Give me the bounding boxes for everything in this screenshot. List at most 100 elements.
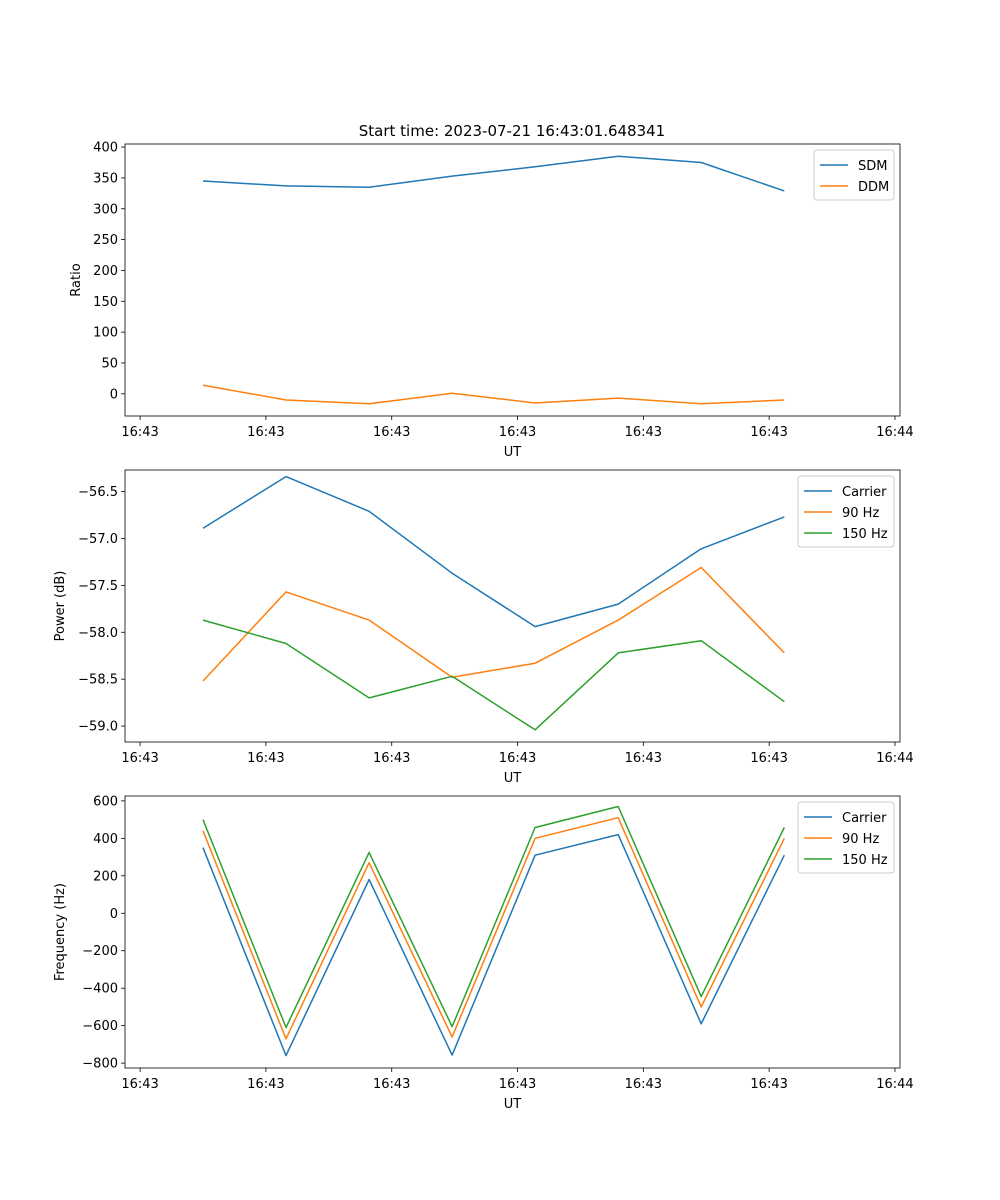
data-point-ddm xyxy=(283,397,289,403)
x-tick-label: 16:43 xyxy=(121,751,158,766)
data-point-ddm xyxy=(698,401,704,407)
series-line-150-hz xyxy=(202,805,785,1029)
x-axis-label: UT xyxy=(504,1097,522,1112)
data-point-carrier xyxy=(698,546,704,552)
data-point-150-hz xyxy=(200,817,206,823)
data-point-sdm xyxy=(698,160,704,166)
series-line-150-hz xyxy=(202,619,785,731)
x-tick-label: 16:43 xyxy=(750,425,787,440)
legend-box xyxy=(797,475,895,548)
legend-label-150-hz: 150 Hz xyxy=(842,527,888,542)
data-point-carrier xyxy=(200,845,206,851)
data-point-90-hz xyxy=(615,617,621,623)
x-tick-label: 16:44 xyxy=(876,751,913,766)
data-point-90-hz xyxy=(781,650,787,656)
data-point-carrier xyxy=(283,1053,289,1059)
data-point-150-hz xyxy=(366,695,372,701)
legend-label-150-hz: 150 Hz xyxy=(842,853,888,868)
legend-label-carrier: Carrier xyxy=(842,485,887,500)
x-axis-label: UT xyxy=(504,771,522,786)
y-tick-label: −58.0 xyxy=(78,626,118,641)
legend-label-90-hz: 90 Hz xyxy=(842,506,879,521)
x-tick-label: 16:44 xyxy=(876,425,913,440)
legend: Carrier 90 Hz 150 Hz xyxy=(797,801,895,874)
data-point-150-hz xyxy=(781,699,787,705)
y-tick-label: −600 xyxy=(82,1019,118,1034)
data-point-carrier xyxy=(532,852,538,858)
y-tick-label: −57.0 xyxy=(78,532,118,547)
x-tick-label: 16:44 xyxy=(876,1077,913,1092)
y-tick-label: −800 xyxy=(82,1057,118,1072)
y-tick-label: 50 xyxy=(101,356,118,371)
data-point-carrier xyxy=(532,624,538,630)
y-axis-label: Frequency (Hz) xyxy=(53,883,68,981)
data-point-sdm xyxy=(532,164,538,170)
y-tick-label: 300 xyxy=(93,202,118,217)
x-tick-label: 16:43 xyxy=(247,751,284,766)
data-point-carrier xyxy=(615,601,621,607)
data-point-sdm xyxy=(781,188,787,194)
x-tick-label: 16:43 xyxy=(750,1077,787,1092)
y-tick-label: 350 xyxy=(93,171,118,186)
y-tick-label: 150 xyxy=(93,295,118,310)
data-point-carrier xyxy=(449,570,455,576)
data-point-carrier xyxy=(200,525,206,531)
x-tick-label: 16:43 xyxy=(499,425,536,440)
y-axis-label: Power (dB) xyxy=(53,571,68,642)
data-point-ddm xyxy=(615,395,621,401)
data-point-ddm xyxy=(449,390,455,396)
legend-box xyxy=(813,149,895,201)
figure-title: Start time: 2023-07-21 16:43:01.648341 xyxy=(359,122,665,140)
legend-label-ddm: DDM xyxy=(858,180,889,195)
data-point-150-hz xyxy=(283,641,289,647)
y-tick-label: 250 xyxy=(93,233,118,248)
y-tick-label: 0 xyxy=(110,387,118,402)
x-tick-label: 16:43 xyxy=(373,1077,410,1092)
series-line-sdm xyxy=(202,155,785,192)
data-point-150-hz xyxy=(283,1025,289,1031)
series-line-ddm xyxy=(202,384,785,405)
data-point-carrier xyxy=(615,832,621,838)
data-point-150-hz xyxy=(449,1024,455,1030)
legend-label-90-hz: 90 Hz xyxy=(842,832,879,847)
y-axis-label: Ratio xyxy=(69,263,84,296)
data-point-90-hz xyxy=(283,1036,289,1042)
x-axis-label: UT xyxy=(504,445,522,460)
legend: SDM DDM xyxy=(813,149,895,201)
data-point-carrier xyxy=(283,474,289,480)
legend-label-sdm: SDM xyxy=(858,159,887,174)
data-point-carrier xyxy=(366,508,372,514)
data-point-150-hz xyxy=(200,617,206,623)
data-point-sdm xyxy=(366,184,372,190)
x-tick-label: 16:43 xyxy=(247,425,284,440)
data-point-ddm xyxy=(532,400,538,406)
data-point-carrier xyxy=(698,1021,704,1027)
data-point-ddm xyxy=(366,401,372,407)
data-point-sdm xyxy=(449,173,455,179)
y-tick-label: −200 xyxy=(82,944,118,959)
data-point-sdm xyxy=(283,183,289,189)
data-point-sdm xyxy=(200,178,206,184)
data-point-carrier xyxy=(781,852,787,858)
data-point-90-hz xyxy=(698,1004,704,1010)
x-tick-label: 16:43 xyxy=(499,1077,536,1092)
plot-frame xyxy=(124,469,901,743)
y-tick-label: −58.5 xyxy=(78,673,118,688)
legend-label-carrier: Carrier xyxy=(842,811,887,826)
power-panel: 16:43 16:43 16:43 16:43 16:43 16:43 16:44 −59.0… xyxy=(53,469,914,786)
data-point-90-hz xyxy=(615,815,621,821)
legend-box xyxy=(797,801,895,874)
data-point-90-hz xyxy=(698,565,704,571)
series-line-90-hz xyxy=(202,816,785,1040)
data-point-ddm xyxy=(781,397,787,403)
y-tick-label: −400 xyxy=(82,982,118,997)
data-point-90-hz xyxy=(283,589,289,595)
data-point-carrier xyxy=(449,1052,455,1058)
data-point-150-hz xyxy=(781,825,787,831)
data-point-sdm xyxy=(615,153,621,159)
y-tick-label: 400 xyxy=(93,141,118,156)
y-tick-label: 600 xyxy=(93,794,118,809)
x-tick-label: 16:43 xyxy=(247,1077,284,1092)
data-point-150-hz xyxy=(698,994,704,1000)
